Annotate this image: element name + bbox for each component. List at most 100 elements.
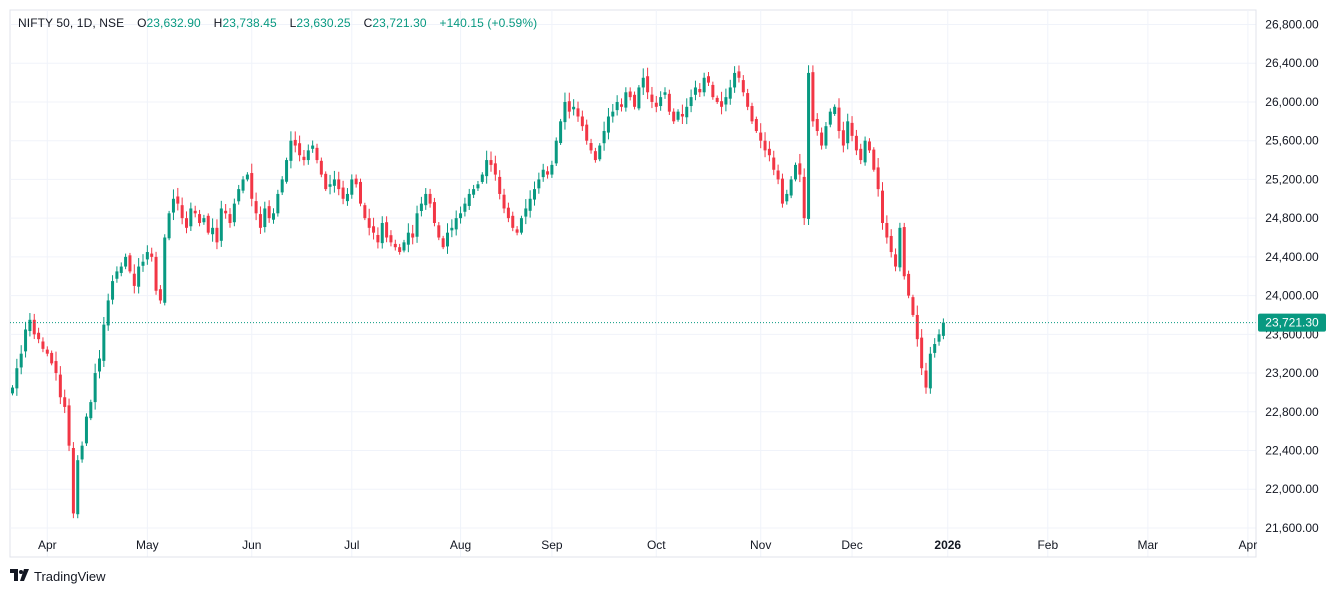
candle-body [285,160,289,182]
high-label: H [213,16,223,30]
candle-body [602,131,606,144]
candle-body [533,189,536,200]
candle-body [163,237,167,303]
candle-body [145,252,149,260]
candle-body [511,215,515,228]
candle-body [19,353,23,368]
candle-body [276,193,280,214]
candle-body [485,160,489,177]
candle-body [794,164,797,180]
candle-body [102,324,106,361]
candle-body [280,179,284,193]
x-tick-label: May [136,538,159,552]
candle-body [537,179,541,189]
candle-body [302,156,306,161]
candle-body [71,447,75,514]
candle-body [711,84,715,98]
candle-body [789,179,793,196]
candle-body [341,187,345,199]
candle-body [258,214,262,228]
x-tick-label: Nov [750,538,771,552]
candle-body [493,163,497,175]
candle-body [54,361,58,374]
candle-body [267,206,271,219]
x-tick-label: Sep [541,538,563,552]
high-value: 23,738.45 [222,16,277,30]
candle-body [641,77,645,88]
x-tick-label: Feb [1037,538,1058,552]
x-tick-label: 2026 [934,538,961,552]
candle-body [733,72,737,88]
candle-body [728,87,732,99]
candle-body [550,164,554,175]
candle-body [328,184,332,187]
candle-body [811,72,815,122]
candle-body [406,232,410,245]
candle-body [158,289,162,301]
candle-body [867,141,871,151]
candle-body [115,271,119,279]
low-label: L [289,16,297,30]
candle-body [498,176,502,194]
candle-body [611,111,615,117]
candle-body [424,193,428,206]
candle-body [798,163,802,175]
y-tick-label: 26,400.00 [1265,56,1319,70]
y-tick-label: 26,800.00 [1265,18,1319,32]
candle-body [780,178,784,204]
candle-body [315,147,319,161]
candle-body [624,92,628,108]
time-axis[interactable]: Apr May Jun Jul Aug Sep Oct Nov Dec 2026 Feb Mar Apr [38,538,1257,552]
candle-body [585,124,589,141]
candle-body [232,203,236,223]
candle-body [941,322,945,336]
candle-body [272,213,275,220]
candle-body [750,106,754,122]
candle-body [528,198,532,211]
candle-body [202,218,206,223]
candle-body [411,233,415,238]
candle-body [185,218,188,228]
candle-body [907,273,911,296]
candle-body [463,203,467,212]
candle-body [385,222,389,238]
x-tick-label: Apr [38,538,57,552]
candle-body [98,358,101,372]
candle-body [659,97,663,107]
candle-body [502,194,506,209]
price-axis[interactable]: 26,800.00 26,400.00 26,000.00 25,600.00 25,2… [1265,18,1319,535]
candle-body [820,132,824,146]
candle-body [854,135,858,151]
last-price-label: 23,721.30 [1265,316,1319,330]
candle-body [828,111,832,125]
candle-body [776,170,780,180]
candle-body [559,121,563,144]
y-tick-label: 22,000.00 [1265,482,1319,496]
candle-body [332,179,336,186]
candle-body [920,337,924,369]
candle-body [15,368,19,389]
candle-body [398,247,402,253]
candle-body [367,218,371,228]
last-price-badge: 23,721.30 [1258,313,1326,332]
candle-body [580,116,584,127]
candle-body [489,160,493,165]
candle-body [224,210,228,214]
candle-body [633,94,637,107]
x-tick-label: Apr [1239,538,1258,552]
candle-body [606,116,610,133]
tradingview-brand[interactable]: TradingView [10,568,106,584]
candle-body [467,193,471,206]
candle-body [598,145,602,160]
candle-body [863,140,867,163]
candle-body [359,181,362,204]
candle-body [228,214,232,223]
candle-body [415,213,419,237]
candle-body [393,243,397,248]
candle-body [654,102,658,107]
candle-body [124,256,128,267]
candle-body [363,205,367,219]
y-tick-label: 24,400.00 [1265,250,1319,264]
candle-body [628,91,632,98]
